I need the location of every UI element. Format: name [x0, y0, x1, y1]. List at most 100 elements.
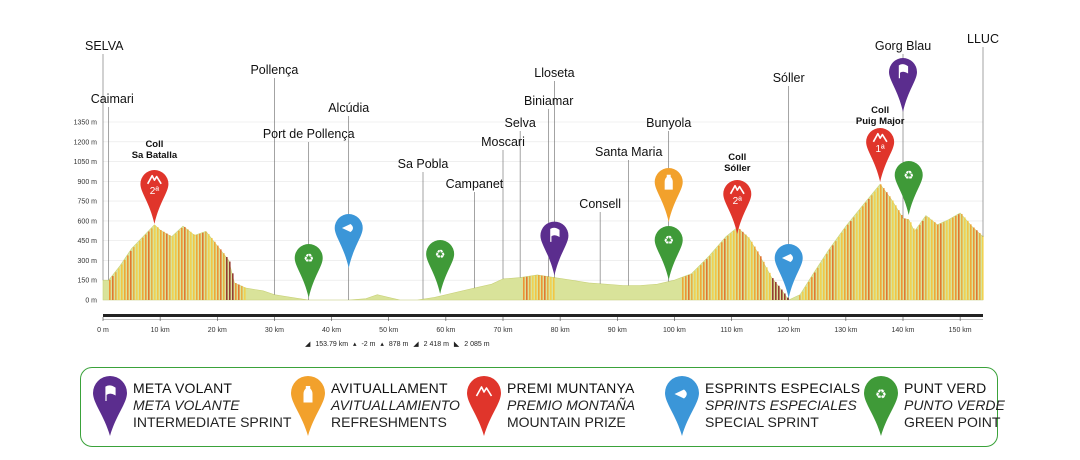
x-tick-label: 140 km: [892, 327, 915, 334]
gradient-bar: [148, 231, 150, 300]
x-tick-label: 30 km: [265, 327, 284, 334]
green-legend-pin-shape: [864, 376, 898, 436]
legend-label-en: REFRESHMENTS: [331, 414, 447, 430]
gradient-bar: [976, 230, 978, 300]
legend-label-es: PUNTO VERDE: [904, 397, 1005, 413]
speed-icon: [781, 253, 793, 263]
gradient-bar: [838, 237, 840, 300]
gradient-bar: [940, 223, 942, 300]
gradient-bar: [874, 191, 876, 300]
climb-category: 1ª: [876, 144, 886, 155]
recycle-icon: ♻: [875, 388, 887, 403]
gradient-bar: [232, 273, 234, 300]
gradient-bar: [184, 226, 186, 300]
gradient-bar: [727, 235, 729, 300]
mountain-pin-shape: [723, 180, 752, 234]
gradient-bar: [532, 275, 534, 300]
recycle-icon: ♻: [303, 251, 313, 265]
gradient-bar: [862, 206, 864, 300]
gradient-bar: [190, 231, 192, 300]
gradient-bar: [751, 241, 753, 300]
x-tick-label: 70 km: [493, 327, 512, 334]
gradient-bar: [763, 261, 765, 300]
green-pin-shape: [294, 244, 323, 298]
bottle-icon: [303, 386, 313, 403]
gradient-bar: [871, 195, 873, 300]
green-pin: ♻: [894, 161, 923, 215]
stage-stats: ◢ 153.79 km ▴ -2 m ▴ 878 m ◢ 2 418 m ◣ 2…: [305, 340, 493, 348]
gradient-bar: [724, 238, 726, 300]
gradient-bar: [916, 229, 918, 300]
gradient-bar: [868, 198, 870, 300]
stat-max-alt: 878 m: [388, 341, 409, 348]
x-tick-label: 10 km: [151, 327, 170, 334]
gradient-bar: [682, 277, 684, 300]
green-pin-shape: [894, 161, 923, 215]
gradient-bar: [697, 268, 699, 300]
green-pin: ♻: [426, 240, 455, 295]
gradient-bar: [829, 249, 831, 300]
gradient-bar: [712, 252, 714, 300]
recycle-icon: ♻: [663, 233, 673, 247]
gradient-bar: [523, 277, 525, 300]
gradient-bar: [781, 289, 783, 300]
gradient-bar: [910, 222, 912, 300]
gradient-bar: [775, 281, 777, 300]
gradient-bar: [175, 233, 177, 300]
climb-category: 2ª: [150, 186, 160, 197]
gradient-bar: [886, 192, 888, 300]
gradient-bar: [169, 235, 171, 300]
green-pin: ♻: [654, 226, 683, 280]
gradient-bar: [907, 219, 909, 300]
mountain-prize-pin: 2ª: [723, 180, 752, 234]
climb-label: Coll: [145, 139, 163, 150]
mountain-legend-pin-shape: [467, 376, 501, 436]
sprint-pin: [334, 214, 363, 268]
climb-label: Coll: [728, 152, 746, 163]
y-tick-label: 600 m: [78, 218, 98, 225]
gradient-bar: [526, 276, 528, 300]
gradient-bar: [832, 245, 834, 300]
gradient-bar: [109, 279, 111, 300]
bottle-icon: [664, 174, 673, 190]
gradient-bar: [769, 272, 771, 300]
gradient-bar: [772, 278, 774, 300]
grid-lines: [103, 121, 983, 301]
intermediate-pin-shape: [889, 58, 917, 112]
gradient-bar: [820, 263, 822, 300]
gradient-bar: [973, 227, 975, 300]
gradient-bar: [877, 188, 879, 300]
y-tick-label: 1200 m: [74, 139, 98, 146]
gradient-bar: [229, 261, 231, 300]
legend-label-es: AVITUALLAMIENTO: [331, 397, 460, 413]
place-labels: SELVA Caimari Pollença Port de Pollença Alcú…: [85, 32, 999, 211]
y-tick-label: 450 m: [78, 238, 98, 245]
gradient-bar: [787, 297, 789, 300]
recycle-icon: ♻: [903, 168, 913, 182]
mountain-prize-pin-icon: [467, 376, 501, 436]
gradient-bar: [766, 267, 768, 300]
gradient-bar: [220, 249, 222, 300]
gradient-bar: [127, 255, 129, 300]
y-tick-label: 900 m: [78, 179, 98, 186]
y-tick-label: 300 m: [78, 258, 98, 265]
gradient-bar: [196, 234, 198, 300]
place-label: Sa Pobla: [398, 157, 449, 171]
gradient-bar: [715, 249, 717, 300]
gradient-bar: [529, 276, 531, 300]
x-tick-label: 130 km: [834, 327, 857, 334]
gradient-bar: [160, 229, 162, 300]
gradient-bar: [226, 256, 228, 300]
gradient-bar: [805, 286, 807, 300]
gradient-bar: [172, 236, 174, 300]
sprint-pin: [774, 244, 803, 298]
mountain-icon: [475, 386, 493, 397]
gradient-bar: [211, 237, 213, 300]
gradient-bar: [955, 215, 957, 300]
stat-min-alt: -2 m: [361, 341, 376, 348]
gradient-bar: [538, 275, 540, 300]
gradient-bar: [244, 287, 246, 300]
place-label: Bunyola: [646, 116, 691, 130]
gradient-bar: [721, 242, 723, 300]
max-alt-icon: ▴: [380, 341, 384, 348]
